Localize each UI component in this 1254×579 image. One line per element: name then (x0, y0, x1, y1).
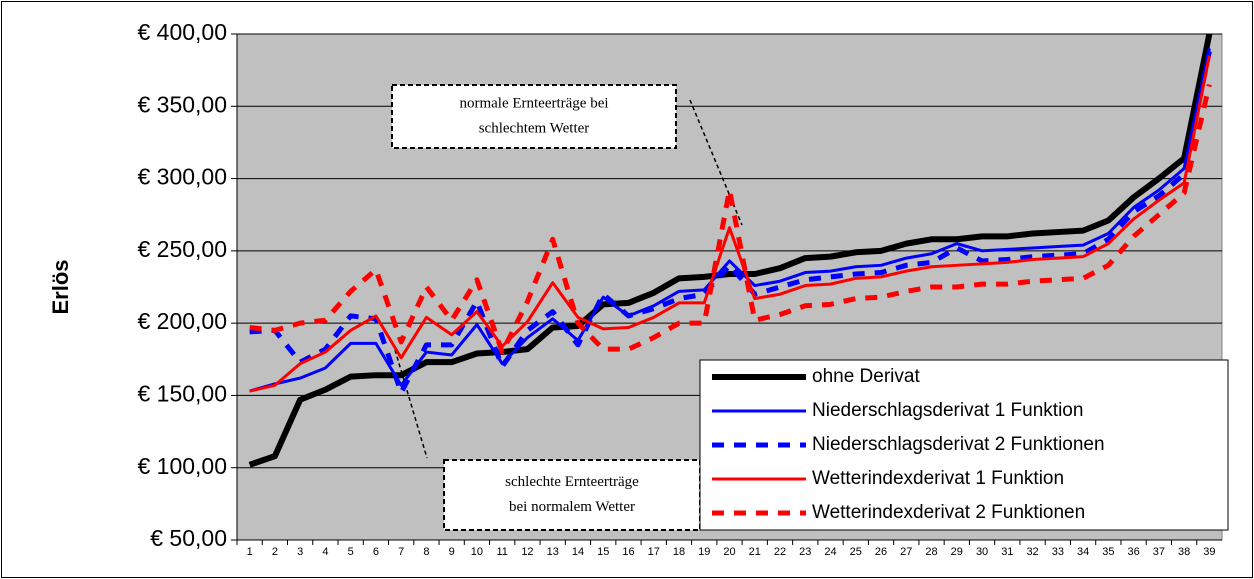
x-tick-label: 34 (1077, 546, 1089, 558)
x-tick-label: 38 (1178, 546, 1190, 558)
y-tick-label: € 150,00 (137, 381, 227, 407)
leader-line (394, 349, 428, 459)
x-tick-label: 35 (1102, 546, 1114, 558)
x-tick-label: 6 (373, 546, 379, 558)
x-tick-label: 31 (1001, 546, 1013, 558)
y-tick-label: € 200,00 (137, 308, 227, 334)
x-tick-label: 14 (572, 546, 584, 558)
x-tick-label: 36 (1127, 546, 1139, 558)
x-tick-label: 15 (597, 546, 609, 558)
y-tick-label: € 50,00 (150, 525, 227, 551)
x-tick-label: 3 (297, 546, 303, 558)
x-tick-label: 23 (799, 546, 811, 558)
series-line (249, 48, 1211, 393)
x-tick-label: 37 (1153, 546, 1165, 558)
x-tick-label: 7 (398, 546, 404, 558)
x-tick-label: 26 (875, 546, 887, 558)
x-tick-label: 11 (496, 546, 507, 558)
annotation-box (391, 84, 677, 149)
x-tick-label: 27 (900, 546, 912, 558)
series-line (249, 50, 1212, 396)
x-tick-label: 5 (348, 546, 354, 558)
annotation-box (443, 459, 701, 531)
x-tick-label: 28 (925, 546, 937, 558)
x-tick-label: 19 (698, 546, 710, 558)
x-tick-label: 9 (449, 546, 455, 558)
annotation-text: normale Ernteerträge bei (459, 95, 608, 111)
x-tick-label: 39 (1203, 546, 1215, 558)
x-tick-label: 16 (622, 546, 634, 558)
x-tick-label: 13 (547, 546, 559, 558)
y-tick-label: € 350,00 (137, 91, 227, 117)
x-tick-label: 17 (648, 546, 660, 558)
x-tick-label: 33 (1052, 546, 1064, 558)
x-tick-label: 10 (471, 546, 483, 558)
legend-label: Wetterindexderivat 1 Funktion (812, 468, 1064, 489)
y-axis-label: Erlös (48, 259, 73, 314)
legend-label: ohne Derivat (812, 366, 920, 387)
series-line (248, 33, 1213, 468)
x-tick-label: 12 (521, 546, 533, 558)
x-tick-label: 21 (749, 546, 761, 558)
x-tick-label: 2 (272, 546, 278, 558)
series-line (249, 55, 1211, 393)
x-tick-label: 22 (774, 546, 786, 558)
y-tick-label: € 250,00 (137, 236, 227, 262)
y-tick-label: € 400,00 (137, 19, 227, 45)
series-line (249, 84, 1212, 355)
legend-label: Niederschlagsderivat 2 Funktionen (812, 434, 1105, 455)
x-tick-label: 18 (673, 546, 685, 558)
x-tick-label: 8 (423, 546, 429, 558)
x-tick-label: 32 (1026, 546, 1038, 558)
annotation-text: bei normalem Wetter (509, 499, 635, 515)
x-tick-label: 20 (723, 546, 735, 558)
annotation-text: schlechte Ernteerträge (505, 474, 639, 490)
y-tick-label: € 100,00 (137, 453, 227, 479)
legend-label: Wetterindexderivat 2 Funktionen (812, 502, 1085, 523)
x-tick-label: 1 (247, 546, 253, 558)
annotation-text: schlechtem Wetter (479, 120, 590, 136)
x-tick-label: 30 (976, 546, 988, 558)
x-tick-label: 4 (322, 546, 328, 558)
y-tick-label: € 300,00 (137, 164, 227, 190)
x-tick-label: 29 (951, 546, 963, 558)
x-tick-label: 25 (850, 546, 862, 558)
legend-label: Niederschlagsderivat 1 Funktion (812, 400, 1083, 421)
x-tick-label: 24 (824, 546, 836, 558)
